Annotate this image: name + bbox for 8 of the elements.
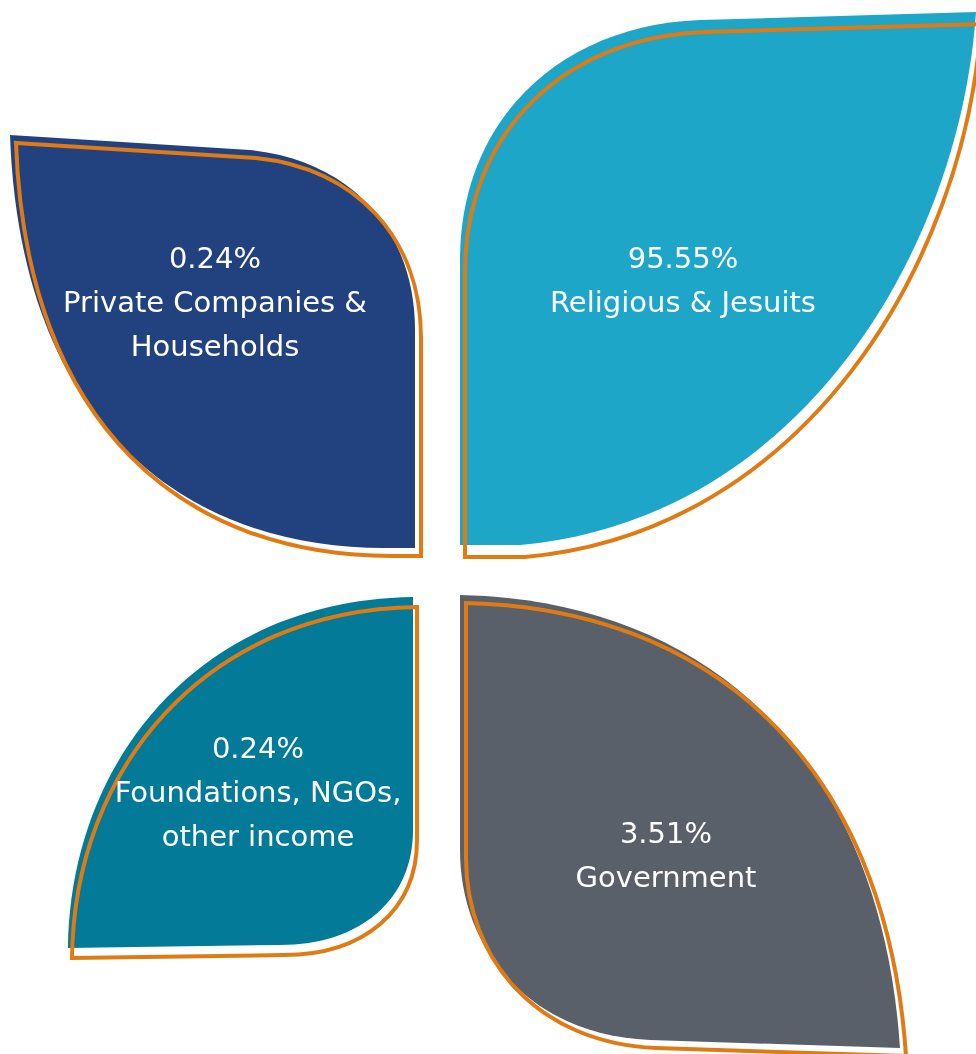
category-label: Government [575,860,757,894]
category-label: Religious & Jesuits [550,285,816,319]
data-label: 0.24% [168,241,262,275]
data-label: 95.55% [627,241,739,275]
data-label: 3.51% [619,816,713,850]
category-label: Private Companies & Households [63,285,367,363]
data-label: 0.24% [211,731,305,765]
category-label: Foundations, NGOs, other income [114,775,402,853]
